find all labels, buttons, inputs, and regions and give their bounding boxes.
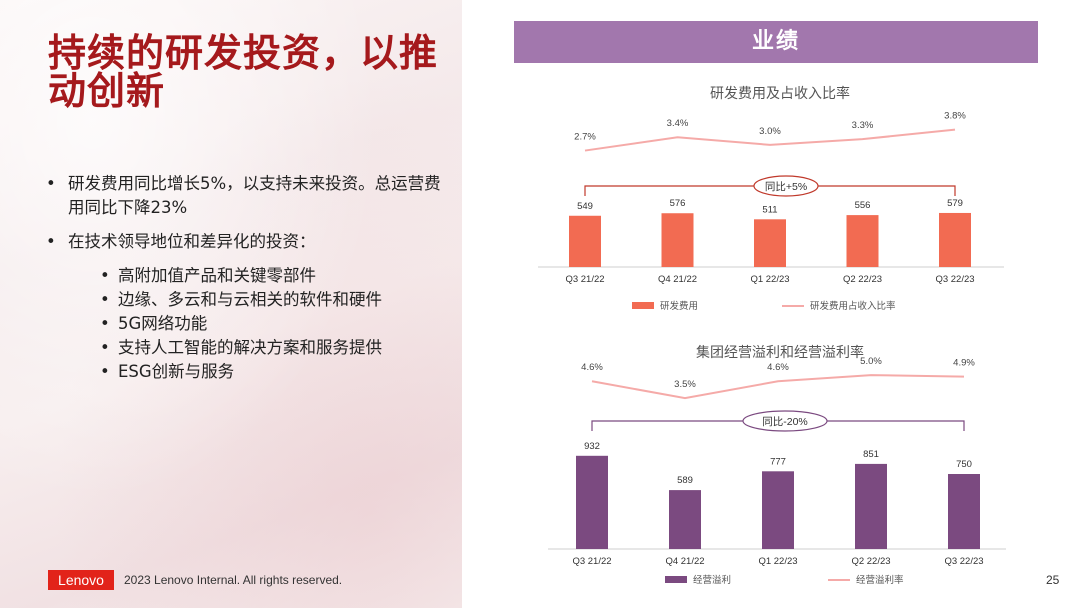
op-ratio-line xyxy=(591,374,965,400)
operating-profit-chart: 集团经营溢利和经营溢利率 4.6% 3.5% 4.6% 5.0% 4.9% 932 Q3 21… xyxy=(548,344,1006,586)
rd-bar-label: 556 xyxy=(855,200,871,211)
op-ratio-label: 5.0% xyxy=(860,356,882,367)
op-ratio-label: 4.9% xyxy=(953,358,975,369)
rd-ratio-label: 3.8% xyxy=(944,111,966,122)
rd-ratio-label: 2.7% xyxy=(574,132,596,143)
rd-category-label: Q3 21/22 xyxy=(565,274,604,285)
sub-bullet: 边缘、多云和与云相关的软件和硬件 xyxy=(100,288,456,312)
sub-bullet: ESG创新与服务 xyxy=(100,360,456,384)
rd-bar xyxy=(569,215,601,267)
slide-title: 持续的研发投资，以推动创新 xyxy=(48,31,439,113)
op-bar xyxy=(669,490,701,549)
op-legend-label-bar: 经营溢利 xyxy=(693,574,731,586)
rd-legend-label-bar: 研发费用 xyxy=(660,300,698,312)
copyright-text: 2023 Lenovo Internal. All rights reserve… xyxy=(124,573,343,587)
op-category-label: Q3 22/23 xyxy=(944,556,983,567)
op-bar-label: 777 xyxy=(770,456,786,467)
rd-bar xyxy=(661,213,694,267)
rd-bar-label: 576 xyxy=(670,198,686,209)
rd-bar-label: 549 xyxy=(577,201,593,212)
rd-category-label: Q4 21/22 xyxy=(658,274,697,285)
sub-bullet: 高附加值产品和关键零部件 xyxy=(100,264,456,288)
rd-bar xyxy=(754,219,786,267)
op-ratio-label: 4.6% xyxy=(767,362,789,373)
bullet-list: 研发费用同比增长5%，以支持未来投资。总运营费用同比下降23% 在技术领导地位和… xyxy=(46,172,456,384)
lenovo-logo: Lenovo xyxy=(48,570,114,590)
op-legend-label-line: 经营溢利率 xyxy=(856,574,904,586)
op-bar xyxy=(576,455,608,549)
rd-ratio-label: 3.3% xyxy=(852,120,874,131)
rd-bar xyxy=(846,215,879,267)
rd-ratio-label: 3.0% xyxy=(759,126,781,137)
bullet-rd-growth: 研发费用同比增长5%，以支持未来投资。总运营费用同比下降23% xyxy=(46,172,456,220)
op-chart-title: 集团经营溢利和经营溢利率 xyxy=(696,344,864,360)
op-ratio-label: 4.6% xyxy=(581,362,603,373)
op-bar-label: 750 xyxy=(956,459,972,470)
section-banner: 业绩 xyxy=(514,21,1038,63)
op-bar xyxy=(855,463,887,549)
op-category-label: Q1 22/23 xyxy=(758,556,797,567)
rd-category-label: Q1 22/23 xyxy=(750,274,789,285)
rd-ratio-line xyxy=(584,128,956,152)
rd-bar-label: 511 xyxy=(762,204,777,215)
rd-bar-label: 579 xyxy=(947,198,963,209)
op-bar-label: 851 xyxy=(863,449,879,460)
sub-bullet: 5G网络功能 xyxy=(100,312,456,336)
rd-bar xyxy=(939,212,971,267)
rd-legend-label-line: 研发费用占收入比率 xyxy=(810,300,896,312)
rd-category-label: Q2 22/23 xyxy=(843,274,882,285)
op-bar-label: 589 xyxy=(677,475,693,486)
sub-bullet: 支持人工智能的解决方案和服务提供 xyxy=(100,336,456,360)
op-legend-swatch-bar xyxy=(665,576,687,583)
rd-yoy-badge xyxy=(753,175,819,197)
op-ratio-label: 3.5% xyxy=(674,379,696,390)
op-category-label: Q4 21/22 xyxy=(665,556,704,567)
rd-chart-title: 研发费用及占收入比率 xyxy=(710,85,850,101)
rd-yoy-label: 同比+5% xyxy=(765,180,807,193)
op-category-label: Q3 21/22 xyxy=(572,556,611,567)
op-bar xyxy=(762,471,794,549)
op-yoy-label: 同比-20% xyxy=(762,415,808,428)
op-bar xyxy=(948,474,980,549)
op-bar-label: 932 xyxy=(584,441,600,452)
bullet-investment: 在技术领导地位和差异化的投资： xyxy=(46,230,456,254)
rd-ratio-label: 3.4% xyxy=(667,118,689,129)
sub-bullet-list: 高附加值产品和关键零部件 边缘、多云和与云相关的软件和硬件 5G网络功能 支持人… xyxy=(100,264,456,384)
op-category-label: Q2 22/23 xyxy=(851,556,890,567)
rd-legend-swatch-bar xyxy=(632,302,654,309)
rd-expense-chart: 研发费用及占收入比率 2.7% 3.4% 3.0% 3.3% 3.8% 549 Q3 21/2… xyxy=(538,85,1004,312)
page-number: 25 xyxy=(1046,573,1060,587)
rd-category-label: Q3 22/23 xyxy=(935,274,974,285)
op-yoy-badge xyxy=(742,410,828,432)
